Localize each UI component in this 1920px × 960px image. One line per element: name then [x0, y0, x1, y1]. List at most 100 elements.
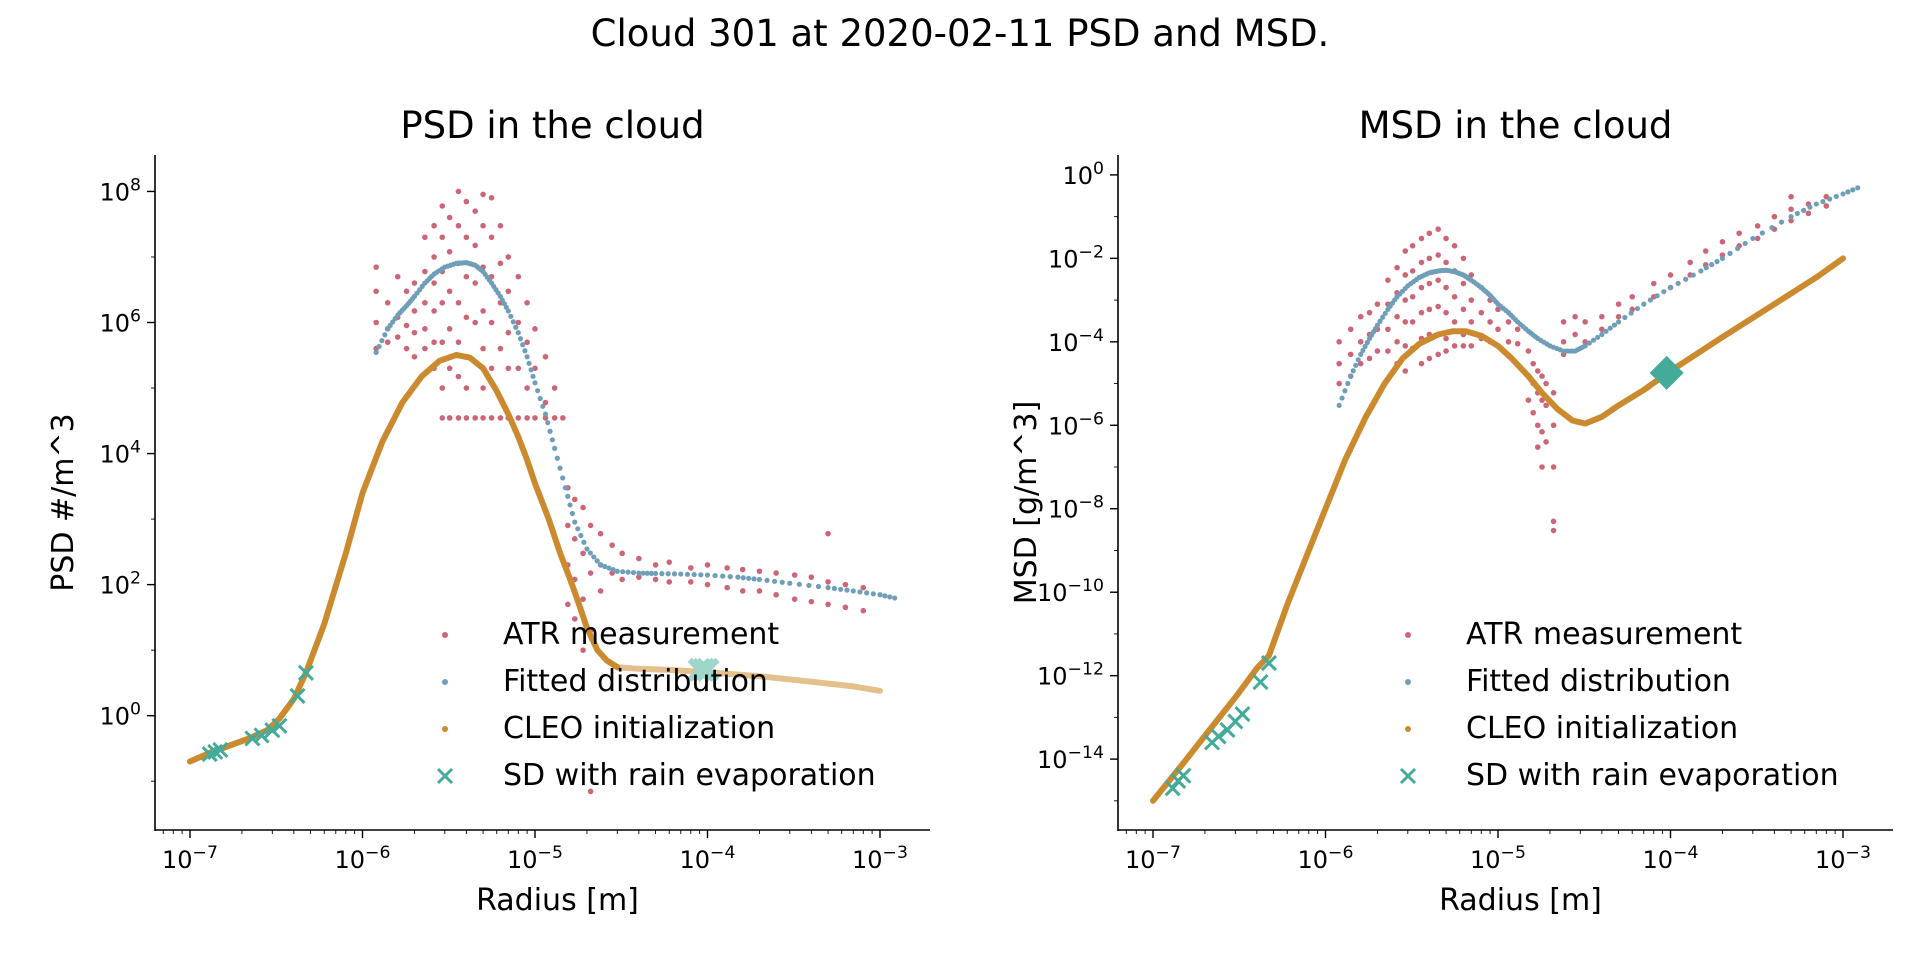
fitted-point	[382, 332, 388, 338]
fitted-point	[671, 571, 678, 577]
measurement-point	[1394, 264, 1400, 271]
y-tick-label: 10−2	[1048, 242, 1104, 273]
psd-chart: PSD in the cloud 10−7 10−6 10−5 10−4 10−3 100 1…	[46, 104, 930, 918]
fitted-point	[1590, 337, 1597, 343]
measurement-point	[1460, 343, 1467, 349]
y-tick-label: 108	[99, 175, 141, 206]
measurement-point	[1385, 277, 1391, 283]
fitted-point	[1855, 185, 1861, 191]
measurement-point	[571, 496, 578, 503]
measurement-point	[580, 596, 586, 602]
measurement-point	[1443, 348, 1449, 354]
measurement-point	[1572, 331, 1578, 338]
measurement-point	[1409, 268, 1416, 274]
measurement-point	[739, 566, 746, 573]
fitted-point	[606, 565, 612, 571]
measurement-point	[1336, 339, 1342, 345]
fitted-point	[1615, 319, 1622, 325]
fitted-point	[1735, 245, 1741, 252]
measurement-point	[739, 588, 746, 594]
measurement-point	[384, 339, 391, 346]
measurement-point	[1550, 518, 1557, 525]
legend-cleo-label: CLEO initialization	[1466, 711, 1738, 746]
fitted-point	[665, 571, 671, 577]
legend-sd-marker	[436, 767, 454, 785]
measurement-point	[1615, 313, 1622, 320]
fitted-point	[1350, 368, 1356, 374]
fitted-point	[636, 570, 642, 576]
fitted-point	[882, 593, 888, 599]
measurement-point	[1539, 373, 1545, 380]
measurement-point	[1650, 280, 1657, 287]
x-tick-label: 10−3	[1815, 843, 1871, 874]
cleo-curve-faded	[614, 664, 883, 694]
fitted-point	[691, 571, 697, 578]
measurement-point	[394, 273, 401, 280]
measurement-point	[1443, 284, 1449, 291]
measurement-point	[1560, 339, 1567, 345]
sd-marker	[1210, 728, 1227, 745]
fitted-point	[831, 585, 837, 592]
fitted-point	[630, 570, 637, 576]
sd-marker	[1252, 674, 1269, 691]
measurement-point	[825, 601, 831, 608]
measurement-point	[1599, 313, 1605, 320]
fitted-point	[1353, 362, 1359, 368]
fitted-point	[1661, 289, 1667, 295]
measurement-point	[1505, 339, 1512, 345]
measurement-point	[488, 319, 495, 326]
measurement-point	[505, 288, 512, 295]
measurement-point	[1357, 339, 1364, 345]
measurement-point	[1667, 272, 1674, 278]
measurement-point	[791, 572, 798, 578]
measurement-point	[1426, 255, 1433, 262]
fitted-point	[877, 592, 883, 598]
x-tick-label: 10−3	[852, 843, 908, 874]
cleo-curve	[187, 351, 621, 765]
measurement-point	[842, 604, 849, 611]
measurement-point	[488, 195, 495, 201]
y-tick-label: 10−6	[1048, 409, 1104, 440]
fitted-point	[838, 586, 844, 592]
measurement-point	[724, 565, 730, 571]
fitted-point	[1840, 191, 1846, 197]
fitted-point	[1634, 305, 1641, 312]
fitted-point	[1603, 328, 1609, 334]
fitted-point	[1850, 187, 1856, 193]
measurement-point	[439, 385, 446, 391]
measurement-point	[571, 536, 578, 542]
y-tick-label: 10−10	[1037, 576, 1104, 607]
fitted-point	[751, 576, 757, 582]
measurement-point	[1460, 306, 1467, 313]
fitted-point	[591, 554, 597, 560]
measurement-point	[636, 574, 642, 580]
fitted-point	[1813, 201, 1819, 207]
measurement-point	[1402, 272, 1409, 278]
sd-marker	[271, 717, 288, 734]
sd-marker	[207, 743, 224, 760]
y-tick-label: 100	[1062, 159, 1104, 190]
fitted-point	[796, 581, 802, 587]
fitted-point	[517, 336, 524, 342]
measurement-point	[1443, 235, 1449, 242]
fitted-point	[659, 571, 665, 577]
measurement-point	[1771, 213, 1778, 220]
measurement-point	[1366, 355, 1373, 362]
legend-measurement-marker	[442, 632, 448, 638]
fitted-point	[1380, 314, 1386, 320]
fitted-point	[787, 580, 793, 586]
measurement-point	[636, 555, 642, 562]
measurement-point	[1525, 348, 1532, 354]
measurement-point	[1418, 309, 1425, 316]
fitted-point	[524, 354, 530, 360]
measurement-point	[373, 319, 379, 326]
fitted-point	[1827, 196, 1833, 202]
measurement-point	[860, 584, 867, 591]
fitted-point	[1628, 310, 1634, 316]
fitted-point	[581, 539, 587, 545]
measurement-point	[1394, 313, 1400, 320]
plot-area	[187, 188, 898, 795]
y-tick-label: 100	[99, 700, 141, 731]
fitted-point	[1833, 193, 1839, 200]
measurement-point	[439, 339, 446, 346]
